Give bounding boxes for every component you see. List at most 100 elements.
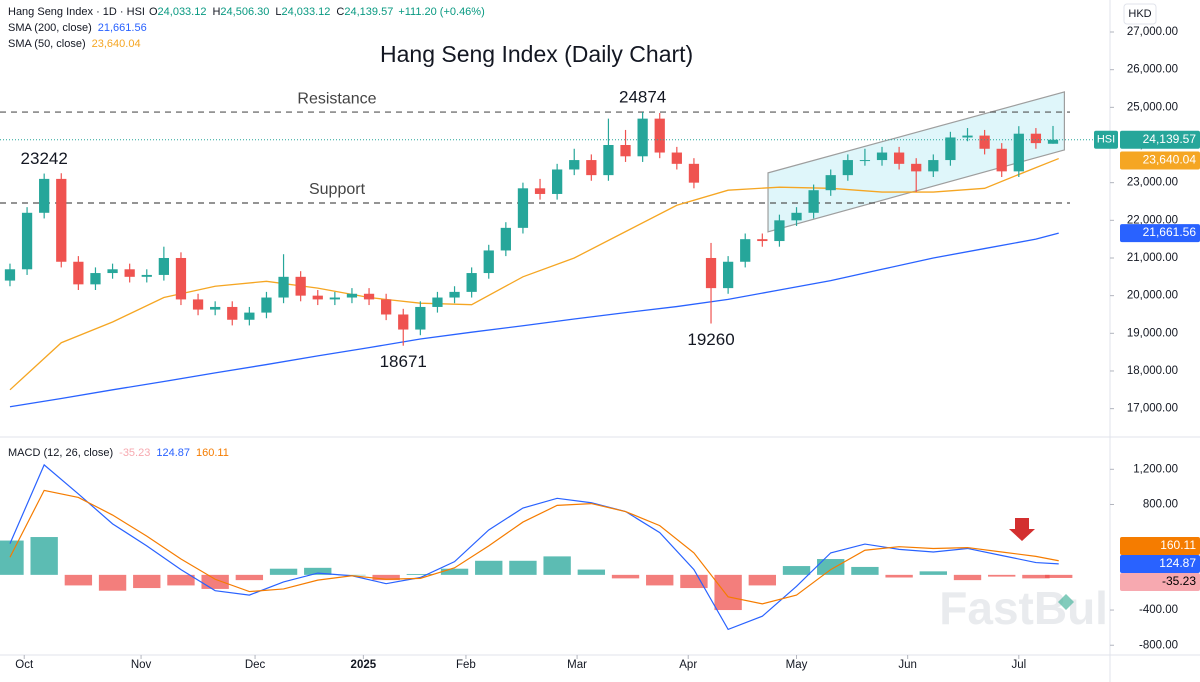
x-tick-label: Apr bbox=[679, 659, 697, 671]
candle-body bbox=[415, 306, 426, 330]
candle-body bbox=[363, 293, 375, 300]
histogram-bar bbox=[748, 574, 777, 586]
candle-body bbox=[432, 297, 443, 307]
histogram-bar bbox=[372, 574, 400, 581]
symbol-badge-label: HSI bbox=[1097, 134, 1115, 146]
candle-body bbox=[722, 261, 734, 289]
candle-body bbox=[808, 190, 819, 213]
histogram-bar bbox=[0, 540, 24, 575]
candle-body bbox=[192, 299, 204, 310]
histogram-bar bbox=[338, 574, 366, 576]
ohlc-key: L bbox=[275, 6, 281, 18]
sma-name: SMA (50, close) bbox=[8, 38, 86, 50]
logo-icon bbox=[1058, 594, 1074, 610]
histogram-bar bbox=[1022, 574, 1050, 579]
y-tick-label: 17,000.00 bbox=[1127, 403, 1178, 415]
candle-body bbox=[688, 163, 700, 183]
histogram-bar bbox=[440, 568, 469, 575]
x-tick-label: Oct bbox=[15, 659, 34, 671]
y-tick-label: 22,000.00 bbox=[1127, 214, 1178, 226]
sma-value: 21,661.56 bbox=[98, 22, 147, 34]
candle-body bbox=[483, 250, 494, 274]
candle-body bbox=[791, 212, 802, 221]
candle-body bbox=[552, 169, 563, 194]
x-tick-label: Jul bbox=[1011, 659, 1026, 671]
candle-body bbox=[39, 178, 50, 213]
macd-legend: MACD (12, 26, close) -35.23 124.87 160.11 bbox=[8, 447, 229, 459]
sma-name: SMA (200, close) bbox=[8, 22, 92, 34]
price-badge bbox=[1120, 151, 1200, 170]
candle-body bbox=[534, 188, 546, 194]
histogram-bar bbox=[680, 574, 708, 589]
candle-body bbox=[603, 145, 614, 176]
price-annotation: 18671 bbox=[380, 352, 427, 371]
x-tick-label: May bbox=[786, 659, 808, 671]
chart-title: Hang Seng Index (Daily Chart) bbox=[380, 41, 693, 67]
price-badge-label: 24,139.57 bbox=[1143, 132, 1197, 146]
candle-body bbox=[158, 257, 169, 275]
macd-value: 124.87 bbox=[156, 447, 190, 459]
macd-badge bbox=[1120, 536, 1200, 555]
candle-body bbox=[671, 152, 682, 164]
watermark: FastBull bbox=[939, 582, 1120, 634]
y-tick-label: 26,000.00 bbox=[1127, 64, 1178, 76]
macd-line bbox=[9, 489, 1059, 605]
macd-badge-label: 160.11 bbox=[1160, 538, 1196, 552]
candle-body bbox=[928, 160, 939, 172]
symbol-legend: Hang Seng Index · 1D · HSI O24,033.12 H24,… bbox=[8, 6, 485, 18]
macd-badge-label: 124.87 bbox=[1159, 556, 1196, 570]
histogram-bar bbox=[953, 574, 982, 581]
histogram-bar bbox=[201, 574, 229, 589]
histogram-bar bbox=[885, 574, 913, 578]
price-badge bbox=[1120, 130, 1200, 149]
histogram-bar bbox=[851, 566, 879, 575]
candle-body bbox=[141, 274, 152, 277]
ohlc-key: O bbox=[149, 6, 158, 18]
level-label: Resistance bbox=[297, 90, 376, 107]
histogram-bar bbox=[988, 574, 1016, 577]
candle-body bbox=[757, 239, 768, 242]
candle-body bbox=[517, 188, 529, 228]
ohlc-value: 24,033.12 bbox=[158, 6, 207, 18]
candle-body bbox=[1013, 133, 1024, 172]
candle-body bbox=[893, 152, 905, 164]
histogram-bar bbox=[714, 574, 742, 611]
symbol-label: Hang Seng Index · 1D · HSI bbox=[8, 6, 145, 18]
macd-line bbox=[9, 463, 1059, 631]
x-tick-label: Jun bbox=[898, 659, 917, 671]
histogram-bar bbox=[98, 574, 127, 591]
price-badge-label: 23,640.04 bbox=[1143, 153, 1197, 167]
candle-body bbox=[56, 178, 67, 262]
symbol-badge bbox=[1094, 130, 1118, 149]
price-annotation: 19260 bbox=[687, 330, 734, 349]
histogram-bar bbox=[817, 559, 845, 575]
candle-body bbox=[1030, 133, 1042, 144]
y-tick-label: -800.00 bbox=[1139, 639, 1178, 651]
price-badge-label: 21,661.56 bbox=[1143, 225, 1197, 239]
candle-body bbox=[1047, 139, 1059, 144]
histogram-bar bbox=[782, 566, 811, 575]
candle-body bbox=[911, 163, 922, 172]
histogram-bar bbox=[133, 574, 161, 589]
signal-arrow bbox=[1009, 518, 1035, 541]
candle-body bbox=[261, 297, 272, 313]
price-annotation: 23242 bbox=[21, 149, 68, 168]
candle-body bbox=[398, 314, 409, 330]
x-tick-label: Mar bbox=[567, 659, 587, 671]
candle-body bbox=[996, 148, 1007, 172]
candle-body bbox=[620, 145, 631, 157]
ohlc-key: C bbox=[336, 6, 344, 18]
y-tick-label: 23,000.00 bbox=[1127, 177, 1178, 189]
candle-body bbox=[124, 269, 135, 277]
macd-name: MACD (12, 26, close) bbox=[8, 447, 113, 459]
y-tick-label: -400.00 bbox=[1139, 604, 1178, 616]
sma-line bbox=[9, 232, 1059, 408]
histogram-bar bbox=[611, 574, 640, 579]
candle-body bbox=[278, 276, 289, 298]
candle-body bbox=[4, 269, 16, 281]
currency: HKD bbox=[1128, 8, 1151, 20]
histogram-bar bbox=[30, 537, 58, 575]
candle-body bbox=[466, 273, 477, 292]
candle-body bbox=[329, 297, 340, 300]
